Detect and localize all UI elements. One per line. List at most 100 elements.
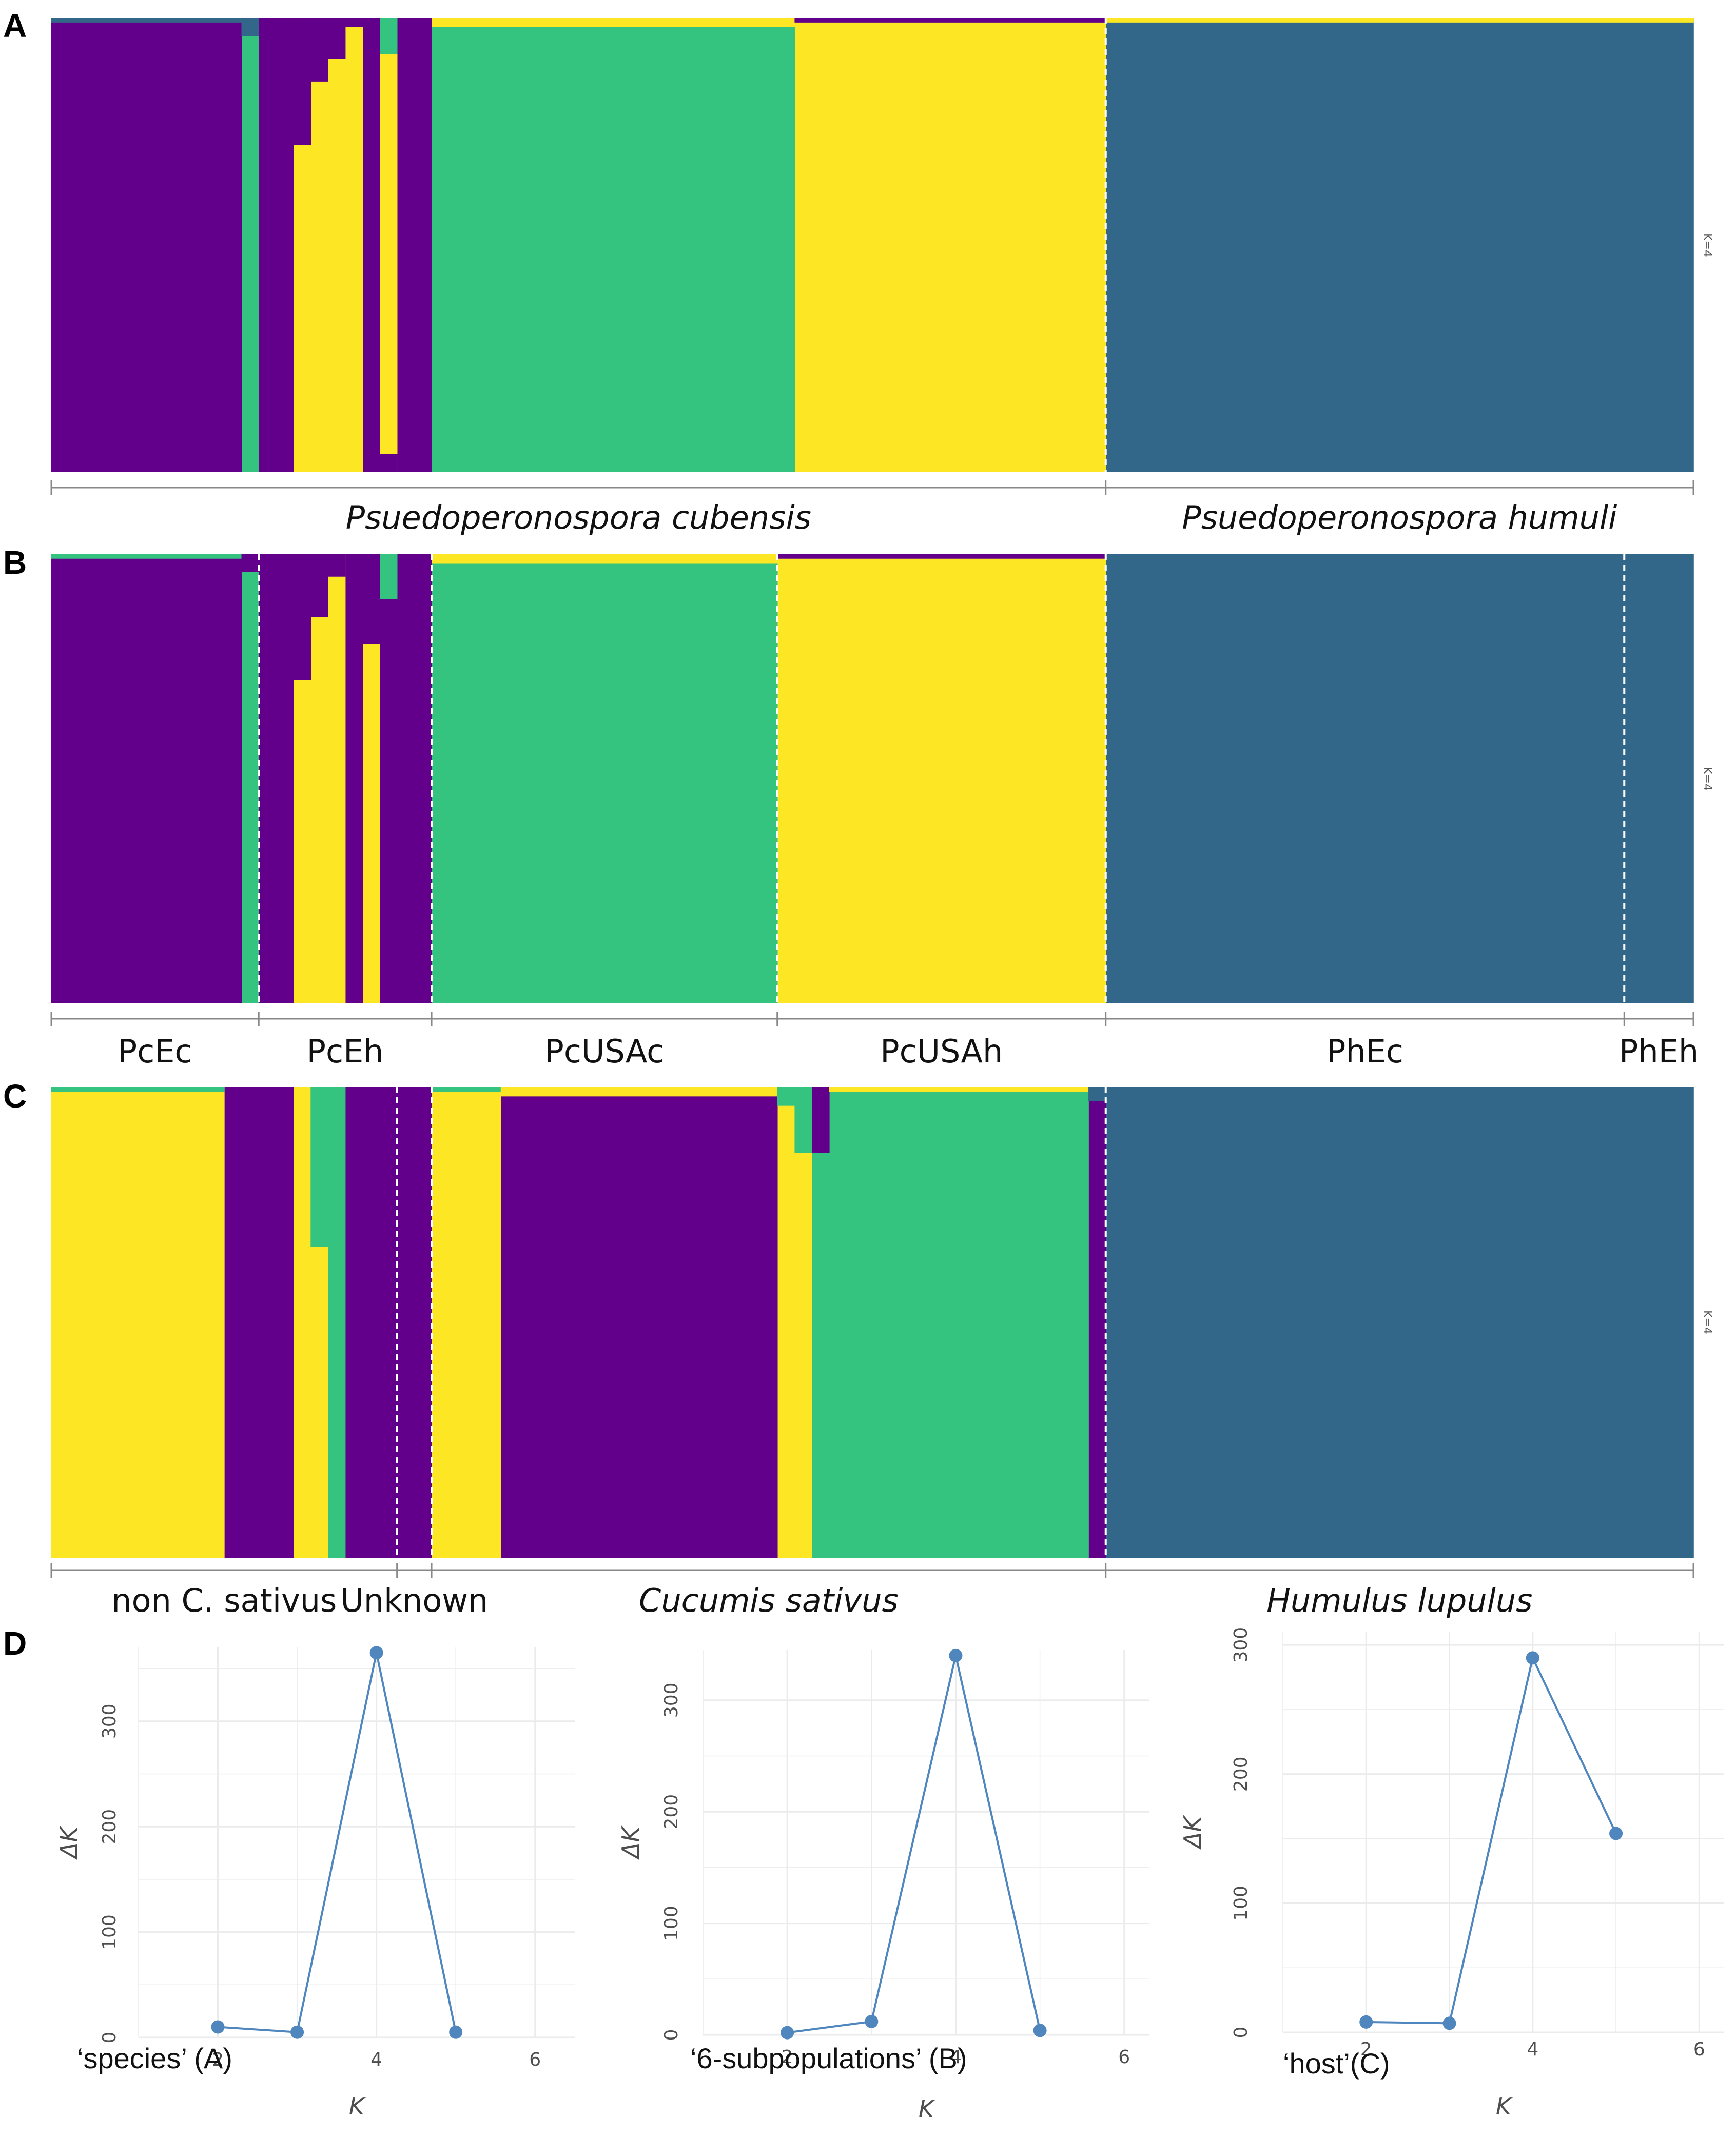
bar-5-purple: [327, 18, 346, 59]
bar-10-yellow: [432, 554, 778, 564]
bar-13-yellow: [829, 1087, 1089, 1092]
y-tick-label: 300: [1231, 1627, 1252, 1663]
bar-7-purple: [362, 18, 380, 472]
bar-5-yellow: [327, 18, 346, 472]
bar-0-green: [51, 554, 242, 559]
bar-1-blue: [241, 18, 260, 36]
delta-k-line: [1366, 1655, 1617, 2025]
bar-13-green: [829, 1087, 1089, 1558]
bar-11-purple: [794, 18, 1106, 23]
y-tick-label: 0: [1231, 2027, 1252, 2038]
bar-6-purple: [345, 18, 363, 27]
delta-k-point: [865, 2014, 879, 2028]
group-label: non C. sativus: [111, 1582, 337, 1619]
bar-12-blue: [1105, 18, 1694, 472]
bar-10-green: [777, 1087, 795, 1106]
bar-11-yellow: [777, 554, 1106, 1003]
x-tick-label: 2: [212, 2049, 224, 2070]
bar-8-yellow: [432, 1087, 501, 1558]
bar-6-purple: [362, 1087, 398, 1558]
structure-plot-b: PcEc PcEh PcUSAc PcUSAh PhEc PhEh K=4: [50, 554, 1713, 1070]
bar-10-yellow: [777, 1087, 795, 1558]
bar-4-yellow: [310, 18, 328, 472]
delta-k-point: [1526, 1651, 1539, 1665]
y-tick-label: 200: [1231, 1756, 1252, 1792]
bar-1-green: [241, 554, 260, 1003]
group-label: PcUSAh: [880, 1033, 1003, 1070]
x-tick-label: 2: [782, 2047, 793, 2068]
bar-2-purple: [259, 18, 294, 472]
x-tick-label: 6: [1118, 2047, 1130, 2068]
bar-8-purple: [380, 554, 398, 1003]
group-label: PhEc: [1327, 1033, 1403, 1070]
bar-5-purple: [345, 1087, 363, 1558]
bar-4-yellow: [310, 554, 328, 1003]
bar-5-yellow: [327, 554, 346, 1003]
k-label: K=4: [1701, 767, 1713, 791]
bar-10-green: [432, 554, 778, 1003]
bar-11-green: [794, 1087, 812, 1153]
bar-12-yellow: [1105, 18, 1694, 23]
bar-1-purple: [241, 554, 260, 572]
y-tick-label: 300: [99, 1703, 120, 1739]
delta-k-point: [949, 1648, 963, 1662]
group-label: Unknown: [340, 1582, 488, 1619]
bar-4-green: [327, 1087, 346, 1558]
bar-10-yellow: [432, 18, 795, 27]
delta-k-point: [781, 2026, 794, 2040]
group-label: Humulus lupulus: [1266, 1582, 1532, 1619]
x-tick-label: 4: [950, 2047, 962, 2068]
bar-3-purple: [293, 18, 311, 145]
x-axis-title: K: [349, 2092, 366, 2120]
bar-12-purple: [812, 1087, 830, 1153]
bar-9-yellow: [500, 1087, 778, 1097]
bar-7-purple: [397, 1087, 432, 1558]
x-tick-label: 4: [370, 2049, 382, 2070]
bar-8-green: [380, 554, 398, 599]
group-label: PhEh: [1619, 1033, 1699, 1070]
bar-9-purple: [397, 18, 432, 472]
k-label: K=4: [1701, 1310, 1713, 1334]
delta-k-point: [211, 2020, 225, 2034]
bar-11-purple: [777, 554, 1106, 559]
delta-k-point: [1359, 2015, 1373, 2029]
bar-0-purple: [51, 18, 242, 472]
y-axis-title: ΔK: [1179, 1814, 1206, 1849]
bar-15-blue: [1105, 1087, 1694, 1558]
bar-14-blue: [1088, 1087, 1106, 1101]
k-label: K=4: [1701, 233, 1713, 257]
bar-1-purple: [224, 1087, 294, 1558]
delta-k-plot-species: 2 4 6 0 100 200 300 K ΔK ‘species’ (A): [55, 1646, 575, 2120]
y-axis-title: ΔK: [617, 1824, 645, 1859]
bar-9-purple: [397, 554, 432, 1003]
y-tick-label: 200: [99, 1809, 120, 1845]
model-label: ‘6-subpopulations’ (B): [690, 2042, 967, 2074]
y-tick-label: 300: [661, 1682, 682, 1718]
group-label: PcEh: [307, 1033, 384, 1070]
y-tick-label: 100: [1231, 1886, 1252, 1921]
y-tick-label: 0: [661, 2029, 682, 2041]
group-label: PcEc: [118, 1033, 192, 1070]
group-label: Cucumis sativus: [639, 1582, 899, 1619]
x-tick-label: 6: [1693, 2039, 1705, 2060]
bar-3-green: [310, 1087, 328, 1247]
y-tick-label: 200: [661, 1794, 682, 1830]
delta-k-point: [1033, 2024, 1047, 2037]
bar-4-purple: [310, 554, 328, 617]
bar-11-yellow: [794, 1087, 812, 1558]
model-label: ‘species’ (A): [77, 2042, 232, 2074]
bar-0-purple: [51, 554, 242, 1003]
x-tick-label: 4: [1527, 2039, 1538, 2060]
x-axis-title: K: [1496, 2092, 1513, 2120]
delta-k-point: [1609, 1827, 1623, 1840]
group-label: Psuedoperonospora humuli: [1182, 499, 1617, 536]
delta-k-line: [218, 1652, 457, 2033]
y-tick-label: 100: [661, 1906, 682, 1941]
bar-11-yellow: [794, 18, 1106, 472]
y-axis-title: ΔK: [55, 1824, 83, 1859]
x-tick-label: 6: [529, 2049, 541, 2070]
panel-letter-b: B: [3, 544, 27, 581]
bar-8-green: [380, 18, 398, 54]
bar-12-green: [812, 1087, 830, 1558]
y-tick-label: 0: [99, 2032, 120, 2044]
